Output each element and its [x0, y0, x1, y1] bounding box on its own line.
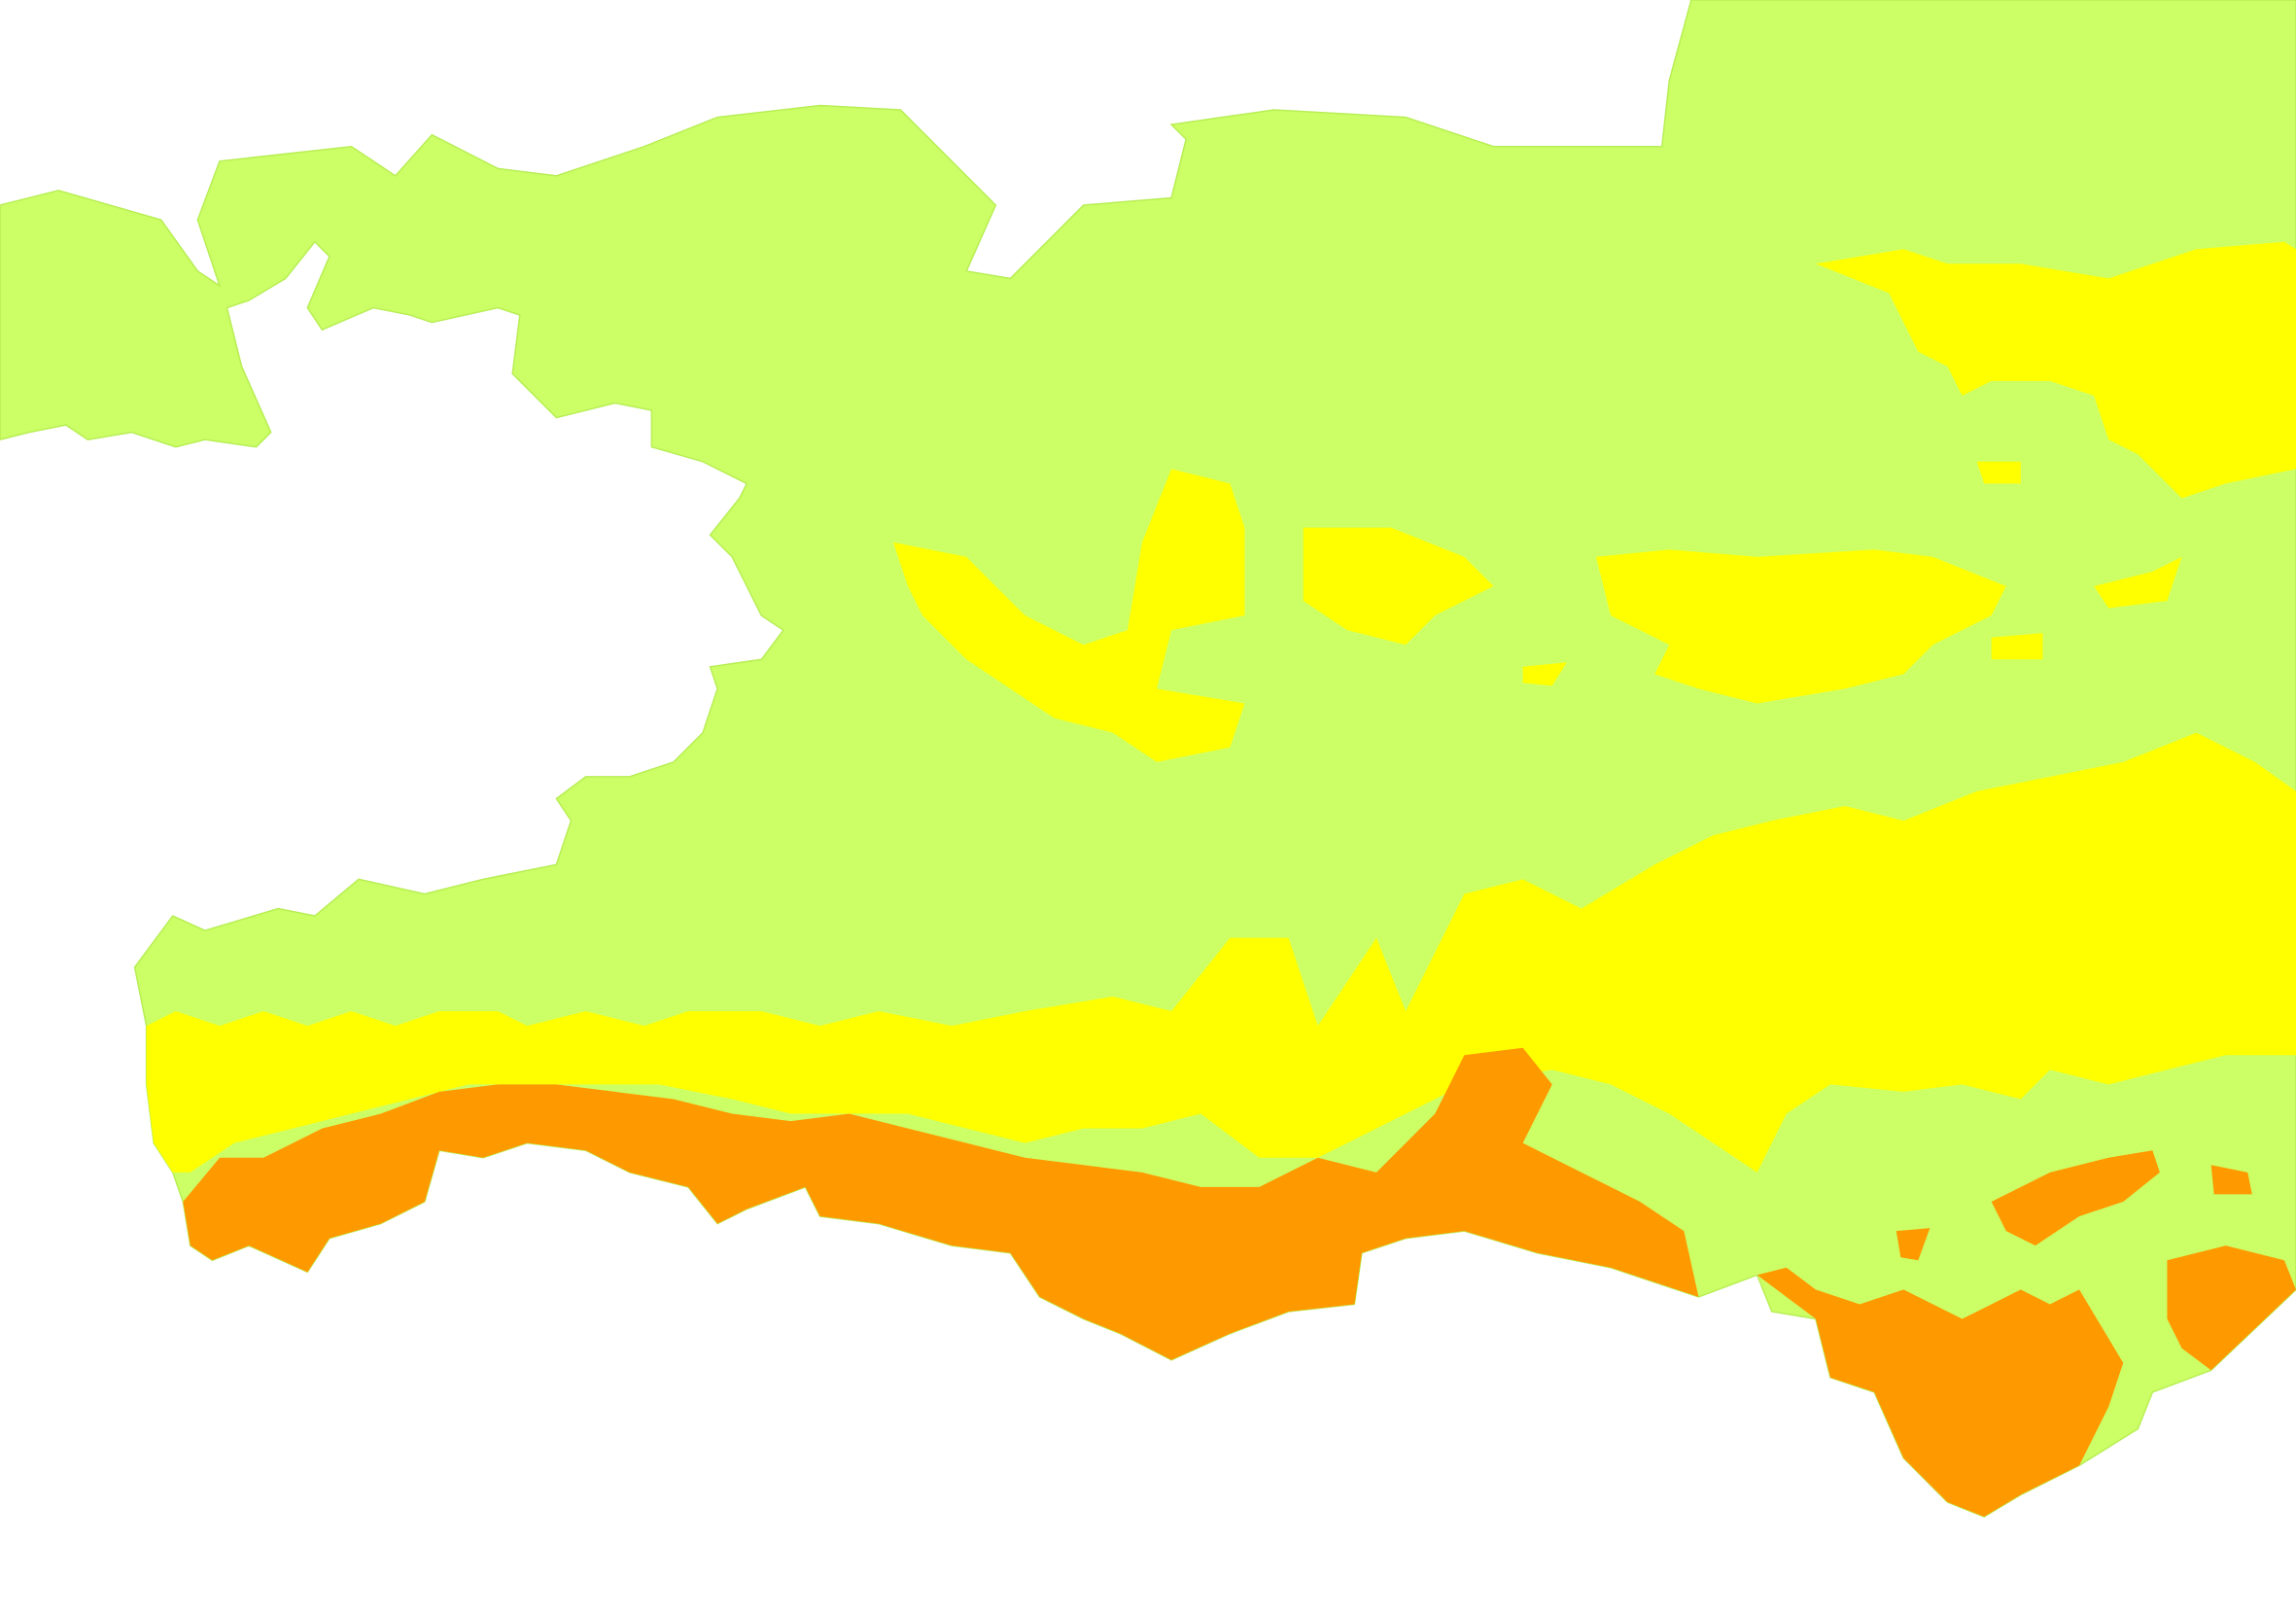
- zone-high: [183, 1047, 2296, 1518]
- zone-high-area: [2167, 1245, 2296, 1371]
- zone-medium: [146, 241, 2296, 1173]
- zone-high-area: [1896, 1228, 1931, 1261]
- zone-medium-area: [1815, 241, 2296, 499]
- zone-high-area: [183, 1047, 1699, 1360]
- zone-high-area: [2210, 1165, 2252, 1195]
- zone-medium-area: [1595, 549, 2006, 704]
- zone-high-area: [1991, 1150, 2160, 1246]
- zone-medium-area: [892, 469, 1245, 762]
- zone-high-area: [1757, 1267, 2124, 1518]
- zone-medium-area: [1991, 633, 2043, 660]
- zone-medium-area: [1976, 461, 2021, 484]
- zone-medium-area: [146, 732, 2296, 1173]
- zone-medium-area: [1522, 662, 1567, 686]
- zone-medium-area: [1303, 527, 1494, 646]
- zone-medium-area: [2094, 556, 2182, 609]
